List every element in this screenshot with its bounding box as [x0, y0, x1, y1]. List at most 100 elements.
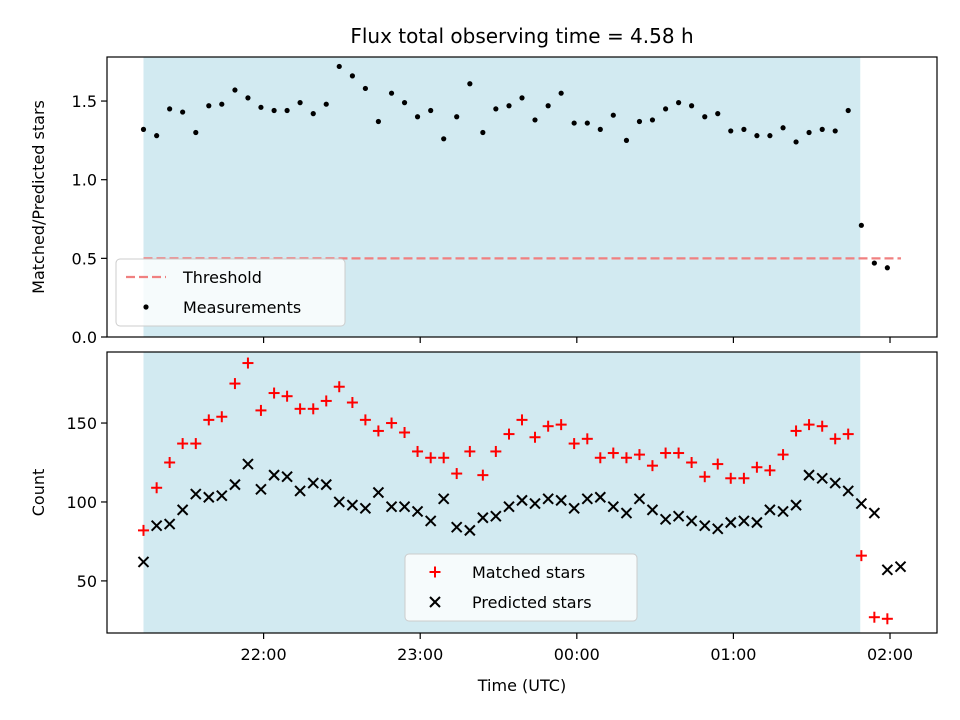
x-tick-label: 01:00	[710, 645, 756, 664]
predicted-star-point	[333, 496, 345, 508]
measurement-point	[428, 107, 434, 114]
measurement-point	[493, 106, 499, 112]
measurement-point	[532, 117, 538, 123]
measurement-point	[140, 126, 147, 132]
x-tick-label: 00:00	[554, 645, 600, 664]
measurement-point	[689, 103, 695, 109]
y-tick-label: 100	[66, 493, 97, 512]
measurement-point	[793, 139, 799, 145]
measurement-point	[610, 112, 616, 118]
predicted-star-point	[294, 485, 306, 497]
measurement-point	[349, 73, 355, 79]
ratio-legend: Threshold Measurements	[115, 258, 346, 327]
predicted-star-point	[816, 472, 828, 484]
predicted-star-point	[281, 471, 293, 483]
ratio-axes-frame	[106, 56, 938, 338]
predicted-star-point	[137, 556, 150, 568]
measurement-point	[858, 222, 864, 228]
measurement-point	[558, 90, 564, 96]
matched-star-point	[699, 471, 711, 483]
measurement-point	[636, 118, 643, 125]
series-matched-stars	[137, 357, 893, 625]
matched-star-point	[516, 414, 528, 426]
measurement-point	[258, 104, 264, 110]
predicted-star-point	[712, 523, 724, 535]
count-panel: 50 100 150 22:00 23:00 00:00 01:00 02:00 Count Ma…	[29, 351, 938, 664]
measurement-point	[871, 260, 877, 266]
measurement-point	[467, 81, 473, 87]
matched-star-point	[620, 452, 632, 464]
matched-star-point	[464, 445, 476, 457]
measurement-point	[741, 126, 747, 132]
legend-label: Threshold	[182, 268, 262, 287]
predicted-star-point	[842, 485, 854, 497]
matched-star-point	[137, 524, 149, 536]
matched-star-point	[229, 378, 241, 390]
measurement-point	[336, 63, 342, 70]
series-predicted-stars	[137, 458, 907, 576]
matched-star-point	[386, 417, 398, 429]
measurement-point	[310, 111, 316, 117]
matched-star-point	[790, 425, 802, 437]
matched-star-point	[816, 420, 828, 432]
measurement-point	[702, 114, 708, 120]
measurement-point	[375, 118, 381, 125]
count-axes-frame	[106, 351, 938, 634]
predicted-star-point	[620, 507, 633, 519]
predicted-star-point	[646, 504, 659, 516]
measurement-point	[754, 133, 760, 139]
predicted-star-point	[777, 505, 789, 518]
matched-star-point	[855, 550, 867, 562]
matched-star-point	[307, 403, 319, 415]
predicted-star-point	[738, 515, 750, 527]
y-axis-title: Matched/Predicted stars	[29, 100, 48, 294]
measurement-point	[154, 133, 160, 139]
measurement-point	[323, 101, 329, 107]
predicted-star-point	[437, 493, 450, 505]
matched-star-point	[477, 469, 489, 481]
predicted-star-point	[699, 519, 711, 532]
measurement-point	[388, 90, 395, 96]
matched-star-point	[151, 482, 163, 494]
legend-label: Matched stars	[472, 563, 585, 582]
predicted-star-point	[581, 493, 594, 505]
predicted-star-point	[764, 504, 776, 516]
matched-star-point	[725, 472, 737, 484]
predicted-star-point	[607, 501, 620, 513]
predicted-star-point	[411, 505, 424, 518]
measurement-point	[414, 114, 421, 120]
matched-star-point	[686, 457, 698, 469]
matched-star-point	[529, 431, 541, 443]
measurement-point	[715, 111, 721, 117]
measurement-point	[832, 128, 838, 134]
y-tick-label: 0.0	[72, 328, 97, 347]
matched-star-point	[568, 438, 580, 450]
legend-label: Predicted stars	[472, 593, 592, 612]
matched-star-point	[320, 395, 332, 407]
matched-star-point	[281, 390, 293, 402]
matched-star-point	[359, 414, 371, 426]
matched-star-point	[451, 468, 463, 480]
ratio-panel: 0.0 0.5 1.0 1.5 Matched/Predicted stars Thres…	[29, 56, 938, 347]
predicted-star-point	[372, 486, 385, 499]
predicted-star-point	[450, 521, 463, 533]
matched-star-point	[868, 611, 880, 623]
measurement-point	[845, 107, 851, 114]
matched-star-point	[581, 433, 593, 445]
measurement-point	[676, 100, 682, 106]
series-measurements	[140, 63, 890, 271]
legend-marker	[143, 304, 149, 310]
predicted-star-point	[516, 494, 528, 507]
predicted-star-point	[385, 501, 398, 513]
matched-star-point	[490, 445, 502, 457]
predicted-star-point	[725, 516, 737, 529]
matched-star-point	[425, 452, 437, 464]
measurement-point	[623, 137, 630, 143]
matched-star-point	[777, 449, 789, 461]
predicted-star-point	[594, 491, 607, 503]
measurement-point	[297, 100, 303, 106]
matched-star-point	[751, 461, 763, 473]
x-tick-label: 02:00	[867, 645, 913, 664]
matched-star-point	[764, 464, 776, 476]
matched-star-point	[399, 427, 411, 439]
